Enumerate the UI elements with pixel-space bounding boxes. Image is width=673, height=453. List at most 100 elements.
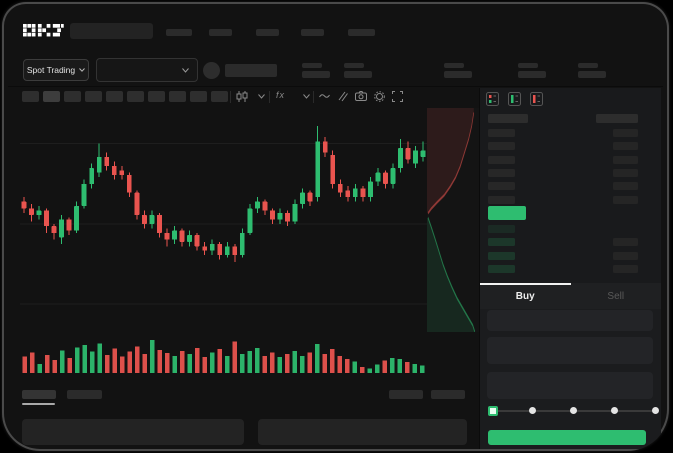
book-combined-icon[interactable] <box>486 92 499 106</box>
candle-body <box>134 192 140 216</box>
volume-bar <box>269 352 275 373</box>
volume-bar <box>44 354 50 373</box>
slider-stop-dot[interactable] <box>610 407 618 414</box>
timeframe-button[interactable] <box>211 91 228 102</box>
market-type-label: Spot Trading <box>26 65 76 75</box>
bid-price-placeholder[interactable] <box>488 238 515 247</box>
volume-bar <box>419 365 425 373</box>
candle-body <box>413 150 419 164</box>
volume-bar <box>187 354 193 373</box>
candle-style-icon[interactable] <box>236 91 249 102</box>
candle-body <box>285 212 290 222</box>
bottom-action-placeholder[interactable] <box>389 390 423 399</box>
settings-gear-icon[interactable] <box>374 91 385 102</box>
amount-slider[interactable] <box>488 405 659 417</box>
timeframe-button[interactable] <box>169 91 186 102</box>
volume-bar <box>112 348 118 373</box>
volume-bar <box>127 351 133 373</box>
chevron-down-icon[interactable] <box>258 94 265 99</box>
total-input-placeholder[interactable] <box>487 372 653 399</box>
tab-buy[interactable]: Buy <box>515 290 535 302</box>
slider-handle[interactable] <box>488 406 498 416</box>
order-form <box>480 309 661 449</box>
ask-price-placeholder[interactable] <box>488 182 515 191</box>
nav-item-placeholder[interactable] <box>166 29 192 36</box>
timeframe-button[interactable] <box>127 91 144 102</box>
amount-column-header-placeholder <box>596 114 638 123</box>
volume-bar <box>29 352 35 373</box>
price-input-placeholder[interactable] <box>487 310 653 331</box>
book-asks-icon[interactable] <box>530 92 543 106</box>
ask-price-placeholder[interactable] <box>488 142 515 151</box>
timeframe-button[interactable] <box>85 91 102 102</box>
volume-bar <box>67 358 73 373</box>
camera-icon[interactable] <box>355 91 367 101</box>
slider-stop-dot[interactable] <box>651 407 659 414</box>
ask-price-placeholder[interactable] <box>488 168 515 177</box>
candle-body <box>89 168 95 184</box>
nav-item-placeholder[interactable] <box>209 29 232 36</box>
candle-body <box>247 208 253 233</box>
last-price-placeholder <box>225 64 277 77</box>
buy-submit-button[interactable] <box>488 430 646 445</box>
chevron-down-icon[interactable] <box>303 94 310 99</box>
chevron-down-icon <box>79 68 85 72</box>
ask-price-placeholder[interactable] <box>488 195 515 204</box>
candle-body <box>300 192 306 204</box>
nav-item-placeholder[interactable] <box>256 29 279 36</box>
amount-input-placeholder[interactable] <box>487 337 653 364</box>
stat-label-placeholder <box>444 63 464 68</box>
bid-amount-placeholder <box>613 264 638 273</box>
search-bar-placeholder[interactable] <box>70 23 153 39</box>
bid-price-placeholder[interactable] <box>488 251 515 260</box>
price-chart[interactable] <box>20 108 427 333</box>
draw-tool-icon[interactable] <box>337 91 348 102</box>
timeframe-button[interactable] <box>148 91 165 102</box>
indicator-icon[interactable]: fx <box>276 90 286 100</box>
last-price-button[interactable] <box>488 206 526 220</box>
nav-item-placeholder[interactable] <box>348 29 375 36</box>
candle-body <box>270 210 275 220</box>
candle-body <box>149 215 155 224</box>
volume-bar <box>374 364 380 373</box>
bottom-tab-indicator <box>22 403 55 405</box>
timeframe-button[interactable] <box>22 91 39 102</box>
ask-amount-placeholder <box>613 168 638 177</box>
bottom-tab-active-placeholder[interactable] <box>22 390 56 399</box>
timeframe-button[interactable] <box>106 91 123 102</box>
tab-sell[interactable]: Sell <box>607 290 625 302</box>
candle-body <box>81 183 87 207</box>
bid-price-placeholder[interactable] <box>488 264 515 273</box>
slider-stop-dot[interactable] <box>529 407 537 414</box>
candle-body <box>262 201 268 211</box>
okx-logo[interactable] <box>23 23 64 38</box>
volume-chart <box>20 338 427 374</box>
coin-avatar <box>203 62 220 79</box>
timeframe-button[interactable] <box>64 91 81 102</box>
bottom-tab-placeholder[interactable] <box>67 390 102 399</box>
volume-bar <box>344 359 350 373</box>
pair-selector[interactable] <box>96 58 198 82</box>
market-type-selector[interactable]: Spot Trading <box>23 59 89 81</box>
timeframe-button[interactable] <box>43 91 60 102</box>
volume-bar <box>22 356 28 373</box>
fullscreen-icon[interactable] <box>392 91 403 102</box>
bottom-action-placeholder[interactable] <box>431 390 465 399</box>
volume-bar <box>329 349 335 373</box>
stat-label-placeholder <box>344 63 364 68</box>
nav-item-placeholder[interactable] <box>301 29 324 36</box>
panel-divider <box>479 88 480 449</box>
bid-price-placeholder[interactable] <box>488 225 515 233</box>
timeframe-button[interactable] <box>190 91 207 102</box>
stat-value-placeholder <box>444 71 472 78</box>
book-bids-icon[interactable] <box>508 92 521 106</box>
ask-price-placeholder[interactable] <box>488 155 515 164</box>
header-divider <box>8 86 663 87</box>
ask-price-placeholder[interactable] <box>488 129 515 137</box>
candle-body <box>398 148 403 169</box>
bid-amount-placeholder <box>613 238 638 247</box>
candle-body <box>21 201 27 209</box>
line-tool-icon[interactable] <box>319 92 330 100</box>
slider-stop-dot[interactable] <box>570 407 577 414</box>
candle-body <box>66 219 72 231</box>
